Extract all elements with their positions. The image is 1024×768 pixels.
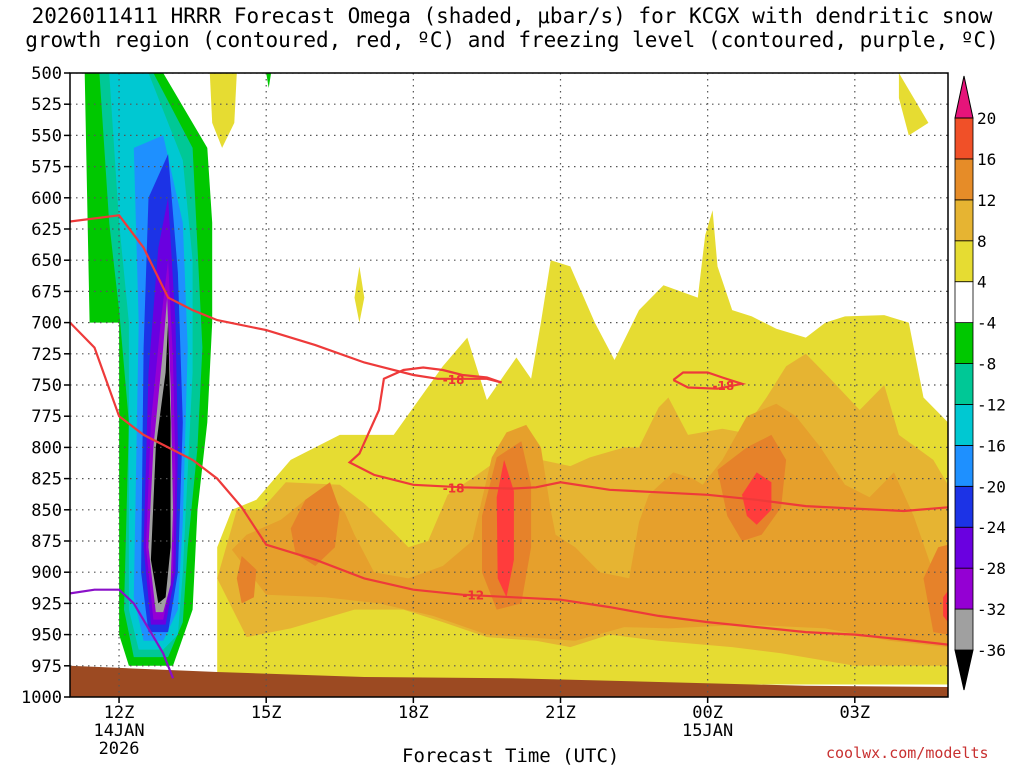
colorbar-label: 4 [977, 273, 987, 292]
colorbar-swatch [954, 117, 974, 160]
y-tick-label: 525 [31, 95, 62, 115]
colorbar-extend-high [954, 75, 974, 119]
x-axis-label: Forecast Time (UTC) [402, 745, 620, 767]
colorbar-label: 16 [977, 150, 996, 169]
y-tick-label: 950 [31, 626, 62, 646]
y-tick-label: 825 [31, 470, 62, 490]
omega-field-descent-band-20 [496, 459, 514, 598]
omega-field-descent-band-4-blob [354, 266, 365, 323]
y-tick-label: 575 [31, 158, 62, 178]
colorbar-swatch [954, 567, 974, 610]
colorbar-label: -16 [977, 436, 1006, 455]
y-tick-label: 900 [31, 563, 62, 583]
colorbar-label: -36 [977, 641, 1006, 660]
colorbar-swatch [954, 363, 974, 405]
colorbar-swatch [954, 240, 974, 283]
freezing-level-contour [70, 588, 175, 679]
y-tick-label: 675 [31, 282, 62, 302]
omega-field-descent-band-16-b [290, 482, 340, 566]
colorbar-label: 8 [977, 232, 987, 251]
colorbar-label: -20 [977, 477, 1006, 496]
y-tick-label: 850 [31, 501, 62, 521]
omega-field-descent-band-16 [236, 556, 257, 604]
x-tick-date-label: 14JAN [93, 721, 144, 741]
colorbar-label: -32 [977, 600, 1006, 619]
colorbar-label: -4 [977, 314, 996, 333]
colorbar-label: 12 [977, 191, 996, 210]
y-tick-label: 775 [31, 407, 62, 427]
y-tick-label: 800 [31, 438, 62, 458]
omega-field-descent-band-16-e [923, 544, 948, 635]
colorbar-label: -28 [977, 559, 1006, 578]
colorbar-swatch [954, 485, 974, 528]
dgz-contour [347, 366, 948, 513]
omega-field-descent-band-4-top [209, 73, 237, 148]
y-tick-label: 725 [31, 345, 62, 365]
chart-title: 2026011411 HRRR Forecast Omega (shaded, … [0, 4, 1024, 52]
colorbar-label: -12 [977, 395, 1006, 414]
y-tick-label: 750 [31, 376, 62, 396]
x-tick-date-label: 15JAN [682, 721, 733, 741]
colorbar-swatch [954, 158, 974, 201]
y-tick-label: 875 [31, 532, 62, 552]
dgz-contour-label: -18 [713, 379, 735, 393]
x-tick-label: 03Z [839, 703, 870, 723]
colorbar-label: -8 [977, 355, 996, 374]
dgz-contour [70, 214, 502, 384]
y-tick-label: 650 [31, 251, 62, 271]
colorbar-label: 20 [977, 109, 996, 128]
y-tick-label: 1000 [21, 688, 62, 708]
omega-field-descent-band-4-top-b [898, 73, 929, 136]
omega-field-descent-band-20-b [742, 472, 772, 525]
y-tick-label: 975 [31, 657, 62, 677]
dgz-contour-label: -18 [443, 373, 465, 387]
colorbar-swatch [954, 444, 974, 487]
y-tick-label: 925 [31, 594, 62, 614]
dgz-contour [70, 321, 948, 646]
x-tick-label: 00Z [692, 703, 723, 723]
y-tick-label: 625 [31, 220, 62, 240]
chart-title-line1: 2026011411 HRRR Forecast Omega (shaded, … [31, 4, 993, 28]
y-tick-label: 550 [31, 126, 62, 146]
y-tick-label: 700 [31, 314, 62, 334]
colorbar-swatch [954, 404, 974, 446]
colorbar-swatch [954, 322, 974, 364]
omega-field-ascent-band-36 [150, 322, 171, 604]
x-tick-label: 18Z [398, 703, 429, 723]
credit-link[interactable]: coolwx.com/modelts [826, 744, 989, 762]
colorbar-swatch [954, 526, 974, 569]
colorbar-swatch [954, 199, 974, 242]
terrain-fill [70, 665, 948, 697]
colorbar-extend-low [954, 649, 974, 691]
dgz-contour-label: -12 [462, 589, 484, 603]
plot-layer: -12 -18 -18 -18 [70, 73, 948, 697]
dgz-contour [672, 371, 747, 390]
x-tick-label: 15Z [251, 703, 282, 723]
colorbar-label: -24 [977, 518, 1006, 537]
y-tick-label: 500 [31, 64, 62, 84]
x-tick-label: 21Z [545, 703, 576, 723]
omega-field-ascent-band-4-wisp [266, 73, 272, 88]
y-tick-label: 600 [31, 189, 62, 209]
omega-field-descent-band-20-c [943, 590, 948, 623]
colorbar-swatch [954, 281, 974, 324]
x-tick-label: 12Z [104, 703, 135, 723]
chart-title-line2: growth region (contoured, red, ºC) and f… [25, 28, 999, 52]
x-tick-year-label: 2026 [99, 739, 140, 759]
colorbar-swatch [954, 608, 974, 651]
dgz-contour-label: -18 [443, 481, 465, 495]
